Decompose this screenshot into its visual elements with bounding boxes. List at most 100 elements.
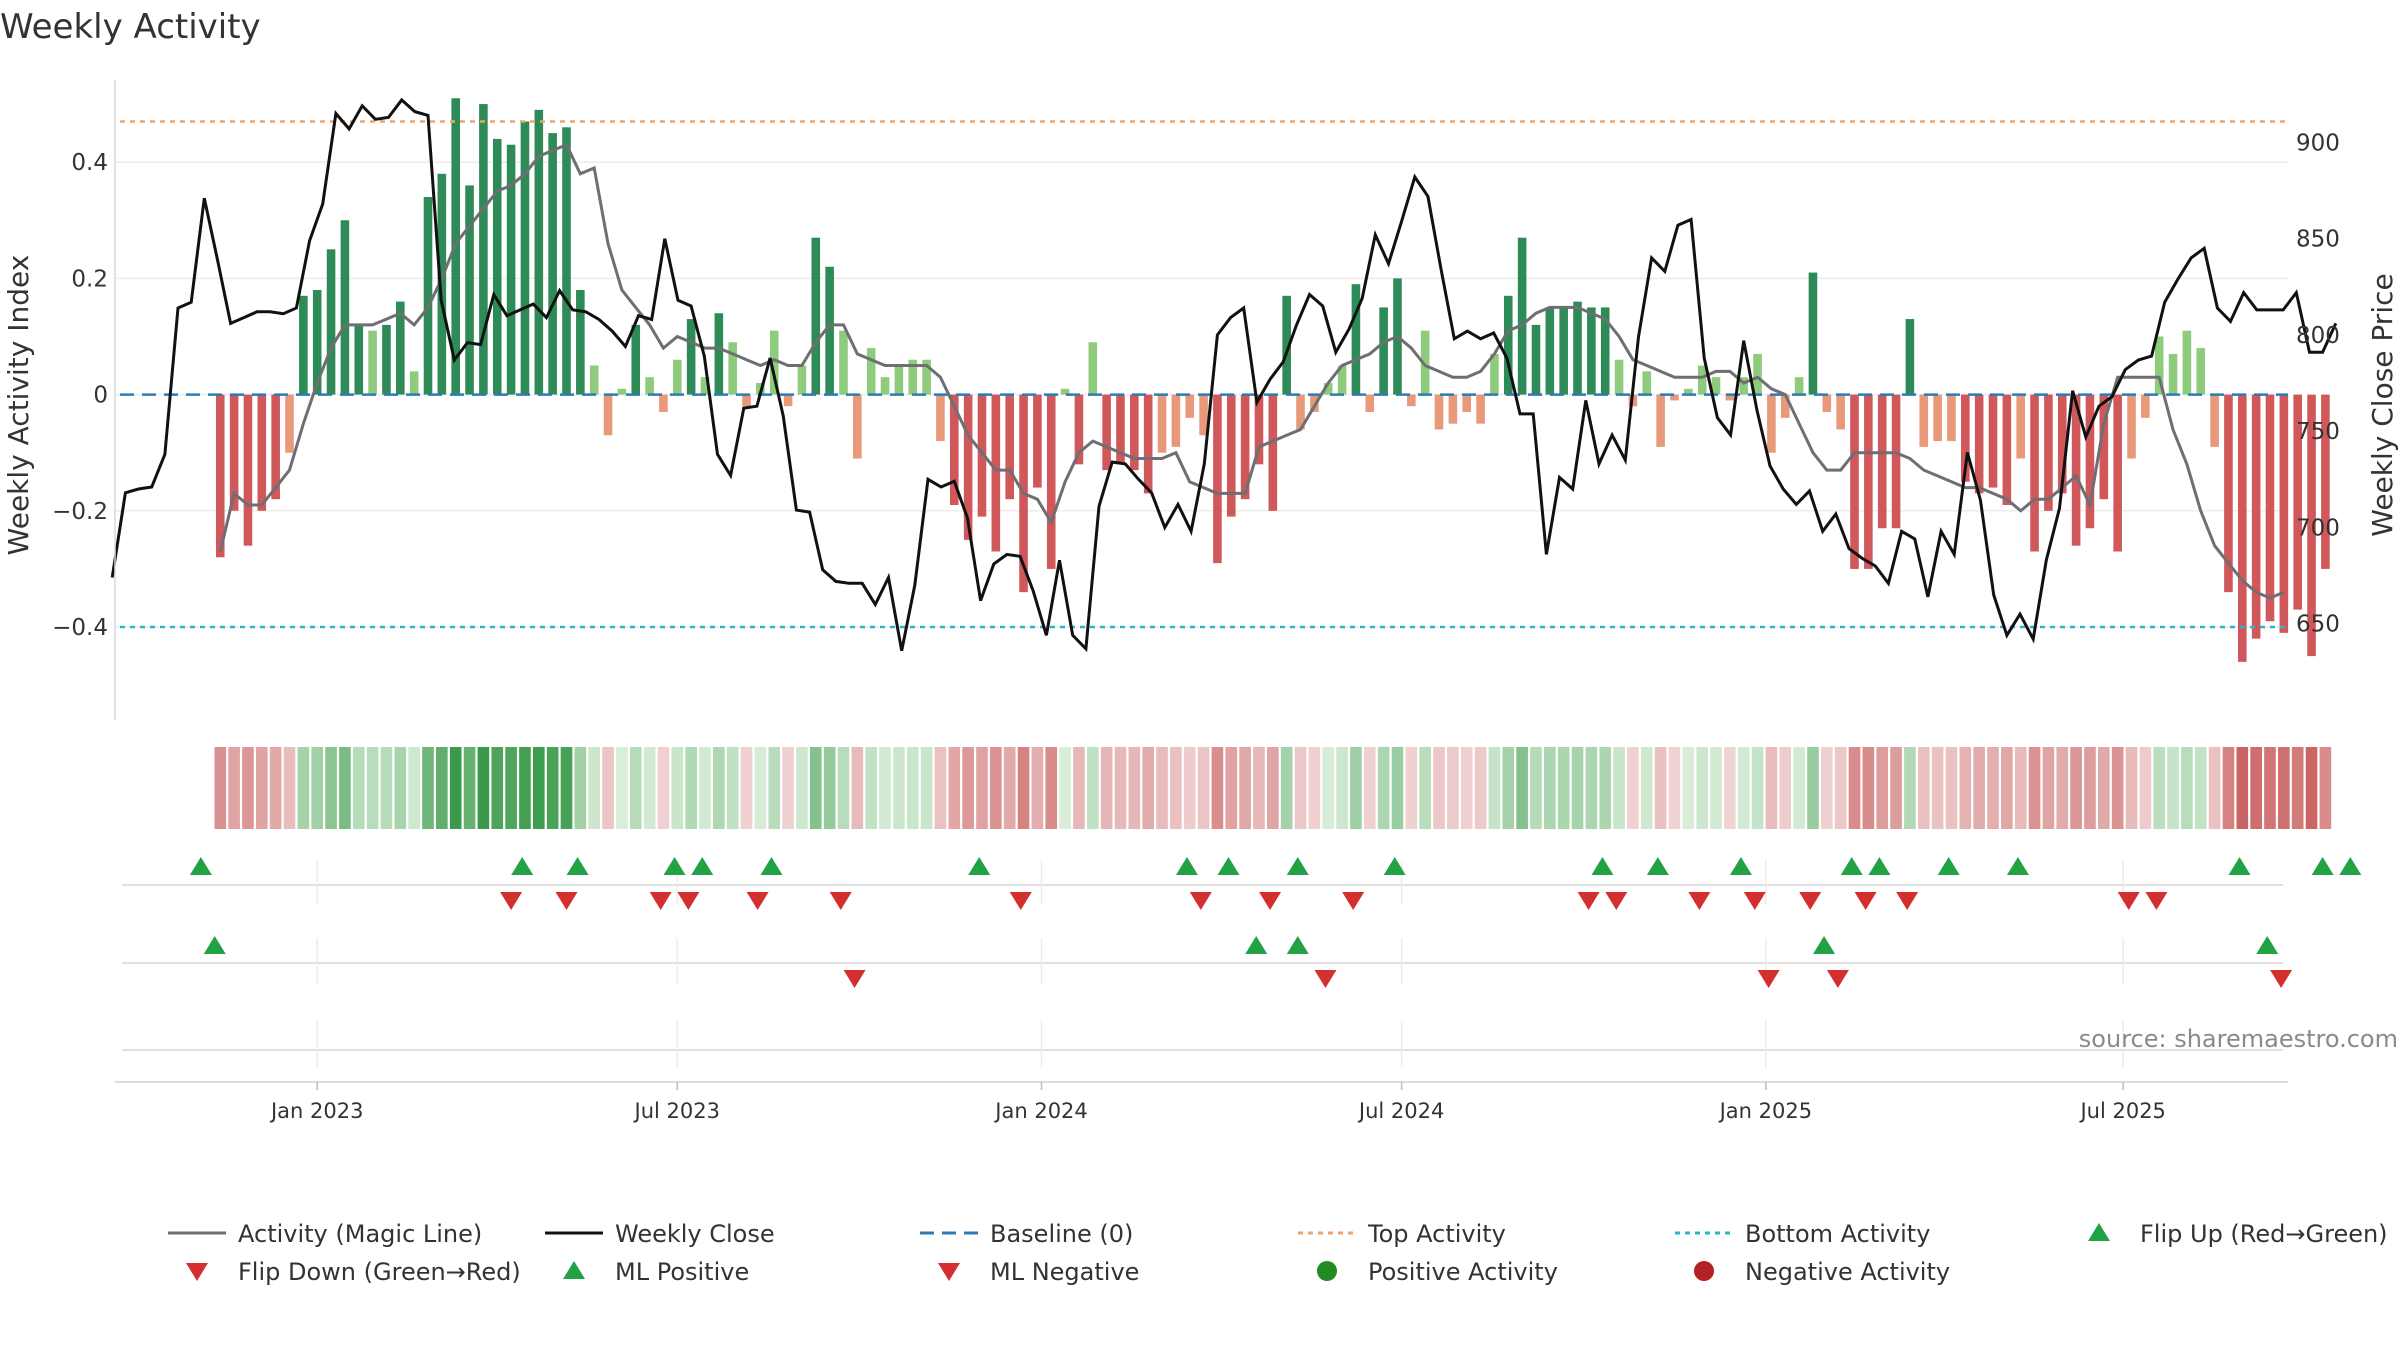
heat-cell	[588, 747, 601, 829]
activity-bar	[769, 330, 779, 395]
activity-bar	[1531, 324, 1541, 395]
heat-cell	[1904, 747, 1916, 829]
activity-bar	[1808, 272, 1818, 395]
heat-cell	[366, 747, 379, 829]
legend-item: Activity (Magic Line)	[168, 1220, 482, 1248]
activity-bar	[2113, 394, 2122, 552]
x-tick-label: Jan 2023	[269, 1099, 364, 1123]
heat-cell	[255, 747, 268, 829]
y-tick-left-label: −0.2	[52, 499, 108, 525]
heat-cell	[2319, 747, 2332, 829]
activity-bar	[714, 313, 724, 395]
activity-bar	[1046, 394, 1056, 569]
activity-bar	[285, 394, 294, 453]
source-note: source: sharemaestro.com	[2079, 1025, 2398, 1053]
heat-cell	[2153, 747, 2166, 829]
ml-negative-marker	[1314, 970, 1337, 988]
heat-cell	[1613, 747, 1625, 829]
activity-bar	[2279, 394, 2289, 633]
activity-bar	[1559, 307, 1568, 395]
heat-cell	[1474, 747, 1487, 829]
heat-cell	[879, 747, 891, 829]
activity-bar	[742, 394, 751, 407]
activity-bar	[991, 394, 1001, 552]
flip-down-marker	[1342, 892, 1365, 910]
heat-cell	[214, 747, 227, 829]
ml-positive-marker	[203, 936, 226, 954]
flip-down-marker	[829, 892, 852, 910]
legend-swatch	[2088, 1223, 2110, 1241]
legend-item: Positive Activity	[1317, 1258, 1558, 1286]
y-tick-left-label: 0.2	[71, 266, 108, 292]
heat-cell	[1710, 747, 1722, 829]
legend-swatch	[186, 1263, 208, 1281]
activity-bar	[589, 365, 599, 395]
activity-bar	[1185, 394, 1195, 418]
activity-bar	[1323, 382, 1333, 395]
heat-cell	[1197, 747, 1210, 829]
activity-bar	[2141, 394, 2150, 418]
heat-cell	[685, 747, 697, 829]
flip-up-marker	[760, 857, 783, 875]
y-tick-right-label: 850	[2296, 227, 2340, 253]
activity-bar	[2265, 394, 2275, 622]
flip-up-marker	[566, 857, 589, 875]
flip-down-marker	[2145, 892, 2168, 910]
heat-cell	[2194, 747, 2207, 829]
heat-cell	[1156, 747, 1168, 829]
activity-bar	[1877, 394, 1887, 529]
heat-cell	[1350, 747, 1362, 829]
legend-label: Flip Down (Green→Red)	[238, 1258, 521, 1286]
flip-down-marker	[1854, 892, 1877, 910]
heat-cell	[1308, 747, 1321, 829]
flip-up-marker	[1729, 857, 1752, 875]
legend-item: ML Negative	[938, 1258, 1139, 1286]
heat-cell	[2084, 747, 2096, 829]
activity-bar	[1767, 394, 1776, 453]
activity-bar	[1490, 353, 1499, 395]
heat-cell	[1100, 747, 1113, 829]
ml-negative-marker	[2270, 970, 2293, 988]
heat-cell	[1128, 747, 1141, 829]
flip-up-marker	[1383, 857, 1406, 875]
series-lines	[110, 97, 2338, 653]
activity-bar	[1739, 377, 1749, 395]
x-tick-label: Jan 2025	[1718, 1099, 1813, 1123]
heat-cell	[602, 747, 614, 829]
activity-bar	[1130, 394, 1139, 471]
activity-bar	[1947, 394, 1956, 442]
heat-cell	[228, 747, 240, 829]
legend-swatch	[563, 1261, 585, 1279]
activity-bar	[479, 104, 488, 395]
heat-cell	[1779, 747, 1792, 829]
heat-cell	[713, 747, 725, 829]
x-tick-label: Jul 2023	[633, 1099, 720, 1123]
activity-bar	[894, 365, 904, 395]
legend-swatch	[938, 1263, 960, 1281]
heat-cell	[1654, 747, 1667, 829]
heat-cell	[1502, 747, 1515, 829]
activity-bar	[1503, 295, 1513, 395]
heat-cell	[1890, 747, 1902, 829]
activity-bar	[2321, 394, 2330, 569]
heat-cell	[1807, 747, 1819, 829]
heat-cell	[1516, 747, 1528, 829]
activity-bar	[1060, 388, 1070, 395]
activity-bar	[686, 319, 696, 395]
heat-cell	[422, 747, 434, 829]
heat-cell	[505, 747, 517, 829]
heat-cell	[1460, 747, 1473, 829]
heat-cell	[297, 747, 310, 829]
activity-bar	[2044, 394, 2053, 511]
heat-cell	[1211, 747, 1224, 829]
heat-cell	[851, 747, 864, 829]
flip-down-marker	[1605, 892, 1628, 910]
heat-cell	[449, 747, 462, 829]
activity-bar	[396, 301, 405, 395]
heat-cell	[394, 747, 407, 829]
activity-bar	[825, 266, 834, 395]
activity-bar	[1614, 359, 1624, 395]
activity-bar	[1697, 365, 1707, 395]
activity-bar	[423, 197, 433, 395]
activity-bar	[2251, 394, 2261, 639]
